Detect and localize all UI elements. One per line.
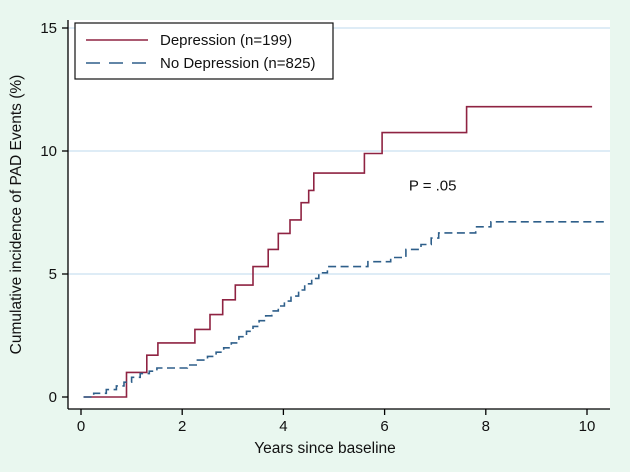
legend-box <box>74 22 334 80</box>
x-tick-label-2: 2 <box>178 418 186 435</box>
no-depression-curve <box>83 221 606 398</box>
legend-label-0: Depression (n=199) <box>160 32 292 49</box>
y-axis-label: Cumulative incidence of PAD Events (%) <box>8 75 25 355</box>
x-tick-label-8: 8 <box>482 418 490 435</box>
y-tick-label-15: 15 <box>40 20 57 37</box>
x-tick-label-0: 0 <box>77 418 85 435</box>
depression-curve <box>83 105 593 398</box>
y-tick-label-5: 5 <box>49 266 57 283</box>
x-axis-label: Years since baseline <box>254 440 396 457</box>
x-tick-label-6: 6 <box>380 418 388 435</box>
y-tick-label-0: 0 <box>49 389 57 406</box>
legend: Depression (n=199) No Depression (n=825) <box>74 22 334 80</box>
y-tick-label-10: 10 <box>40 143 57 160</box>
p-value-annotation: P = .05 <box>409 177 457 194</box>
legend-label-1: No Depression (n=825) <box>160 55 316 72</box>
x-tick-label-4: 4 <box>279 418 287 435</box>
x-tick-label-10: 10 <box>579 418 596 435</box>
